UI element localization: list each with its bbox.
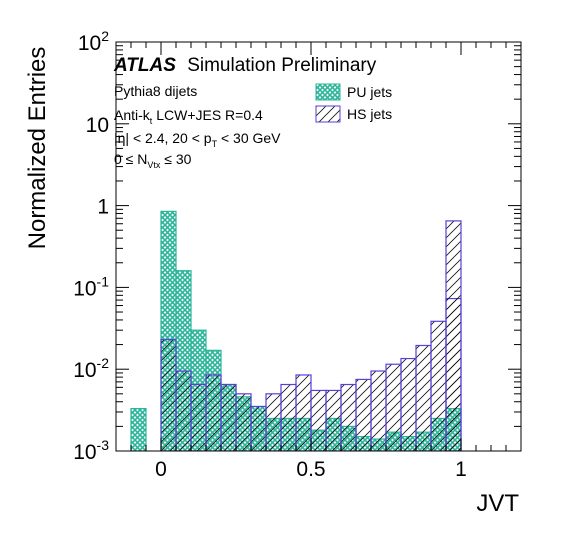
hs-jets-bar-5 <box>235 393 252 451</box>
annotation-jet-algorithm-b: LCW+JES R=0.4 <box>152 107 263 123</box>
atlas-brand: ATLAS <box>113 55 176 76</box>
y-tick-label-base-5: 10 <box>78 32 101 55</box>
annotation-vertices: 0 ≤ NVtx ≤ 30 <box>114 151 192 170</box>
legend-label-hs-jets: HS jets <box>347 106 392 122</box>
hs-jets-bars <box>160 220 462 451</box>
hs-jets-bar-8 <box>280 383 297 451</box>
x-tick-label-2: 1 <box>455 458 467 481</box>
y-tick-label-2: 10-1 <box>73 273 109 300</box>
plot-frame <box>115 41 522 452</box>
hs-jets-bar-17 <box>415 344 432 451</box>
legend: PU jets HS jets <box>315 83 392 123</box>
y-tick-label-base-1: 10 <box>73 359 96 382</box>
hs-jets-bar-3 <box>205 374 222 451</box>
annotation-jet-algorithm-sub: t <box>150 116 153 126</box>
annotation-vertices-b: ≤ 30 <box>160 151 191 167</box>
annotation-vertices-a: 0 ≤ N <box>114 151 147 167</box>
annotation-vertices-sub: Vtx <box>147 160 161 170</box>
annotation-jet-algorithm: Anti-kt LCW+JES R=0.4 <box>114 107 263 126</box>
hs-jets-bar-15 <box>385 363 402 451</box>
hs-jets-bar-6 <box>250 405 267 451</box>
pu-jets-bar-0 <box>130 407 147 451</box>
annotation-jet-algorithm-a: Anti-k <box>114 107 151 123</box>
hs-jets-bar-10 <box>310 389 327 451</box>
x-tick-label-1: 0.5 <box>296 458 325 481</box>
chart-title: ATLAS Simulation Preliminary <box>113 55 377 76</box>
y-tick-label-5: 102 <box>78 28 109 55</box>
hs-jets-bar-1 <box>175 370 192 451</box>
title-text: Simulation Preliminary <box>187 55 377 76</box>
y-tick-label-base-2: 10 <box>73 277 96 300</box>
y-tick-label-0: 10-3 <box>73 437 109 464</box>
y-tick-label-exp-0: -3 <box>97 437 110 453</box>
y-tick-label-3: 1 <box>97 196 109 219</box>
y-tick-label-exp-1: -2 <box>97 355 110 371</box>
annotation-kinematics-b: < 30 GeV <box>217 130 281 146</box>
y-tick-label-4: 10 <box>86 114 109 137</box>
y-tick-label-base-0: 10 <box>73 441 96 464</box>
x-axis-ticks: 0 0.5 1 <box>115 42 522 481</box>
y-tick-label-exp-5: 2 <box>101 28 109 44</box>
hs-jets-bar-12 <box>340 383 357 451</box>
x-tick-label-0: 0 <box>155 458 167 481</box>
y-tick-label-exp-2: -1 <box>97 273 110 289</box>
hs-jets-bar-7 <box>265 393 282 451</box>
hs-jets-bar-4 <box>220 383 237 451</box>
hs-jets-bar-16 <box>400 357 417 451</box>
y-axis-label: Normalized Entries <box>24 47 51 250</box>
legend-swatch-pu-jets <box>315 83 341 101</box>
legend-label-pu-jets: PU jets <box>347 84 392 100</box>
hs-jets-bar-9 <box>295 374 312 451</box>
hs-jets-bar-0 <box>160 339 177 451</box>
hs-jets-bar-2 <box>190 383 207 451</box>
x-axis-label: JVT <box>476 490 519 517</box>
hs-jets-bar-13 <box>355 378 372 451</box>
legend-swatch-hs-jets <box>315 105 341 123</box>
annotation-kinematics: |η| < 2.4, 20 < pT < 30 GeV <box>114 130 281 149</box>
annotation-generator: Pythia8 dijets <box>114 83 197 99</box>
hs-jets-bar-14 <box>370 370 387 451</box>
annotation-kinematics-a: |η| < 2.4, 20 < p <box>114 130 212 146</box>
annotation-kinematics-sub: T <box>212 139 218 149</box>
hs-jets-bar-20 <box>445 220 462 451</box>
hs-jets-bar-11 <box>325 389 342 451</box>
y-tick-label-1: 10-2 <box>73 355 109 382</box>
hs-jets-bar-18 <box>430 320 447 451</box>
